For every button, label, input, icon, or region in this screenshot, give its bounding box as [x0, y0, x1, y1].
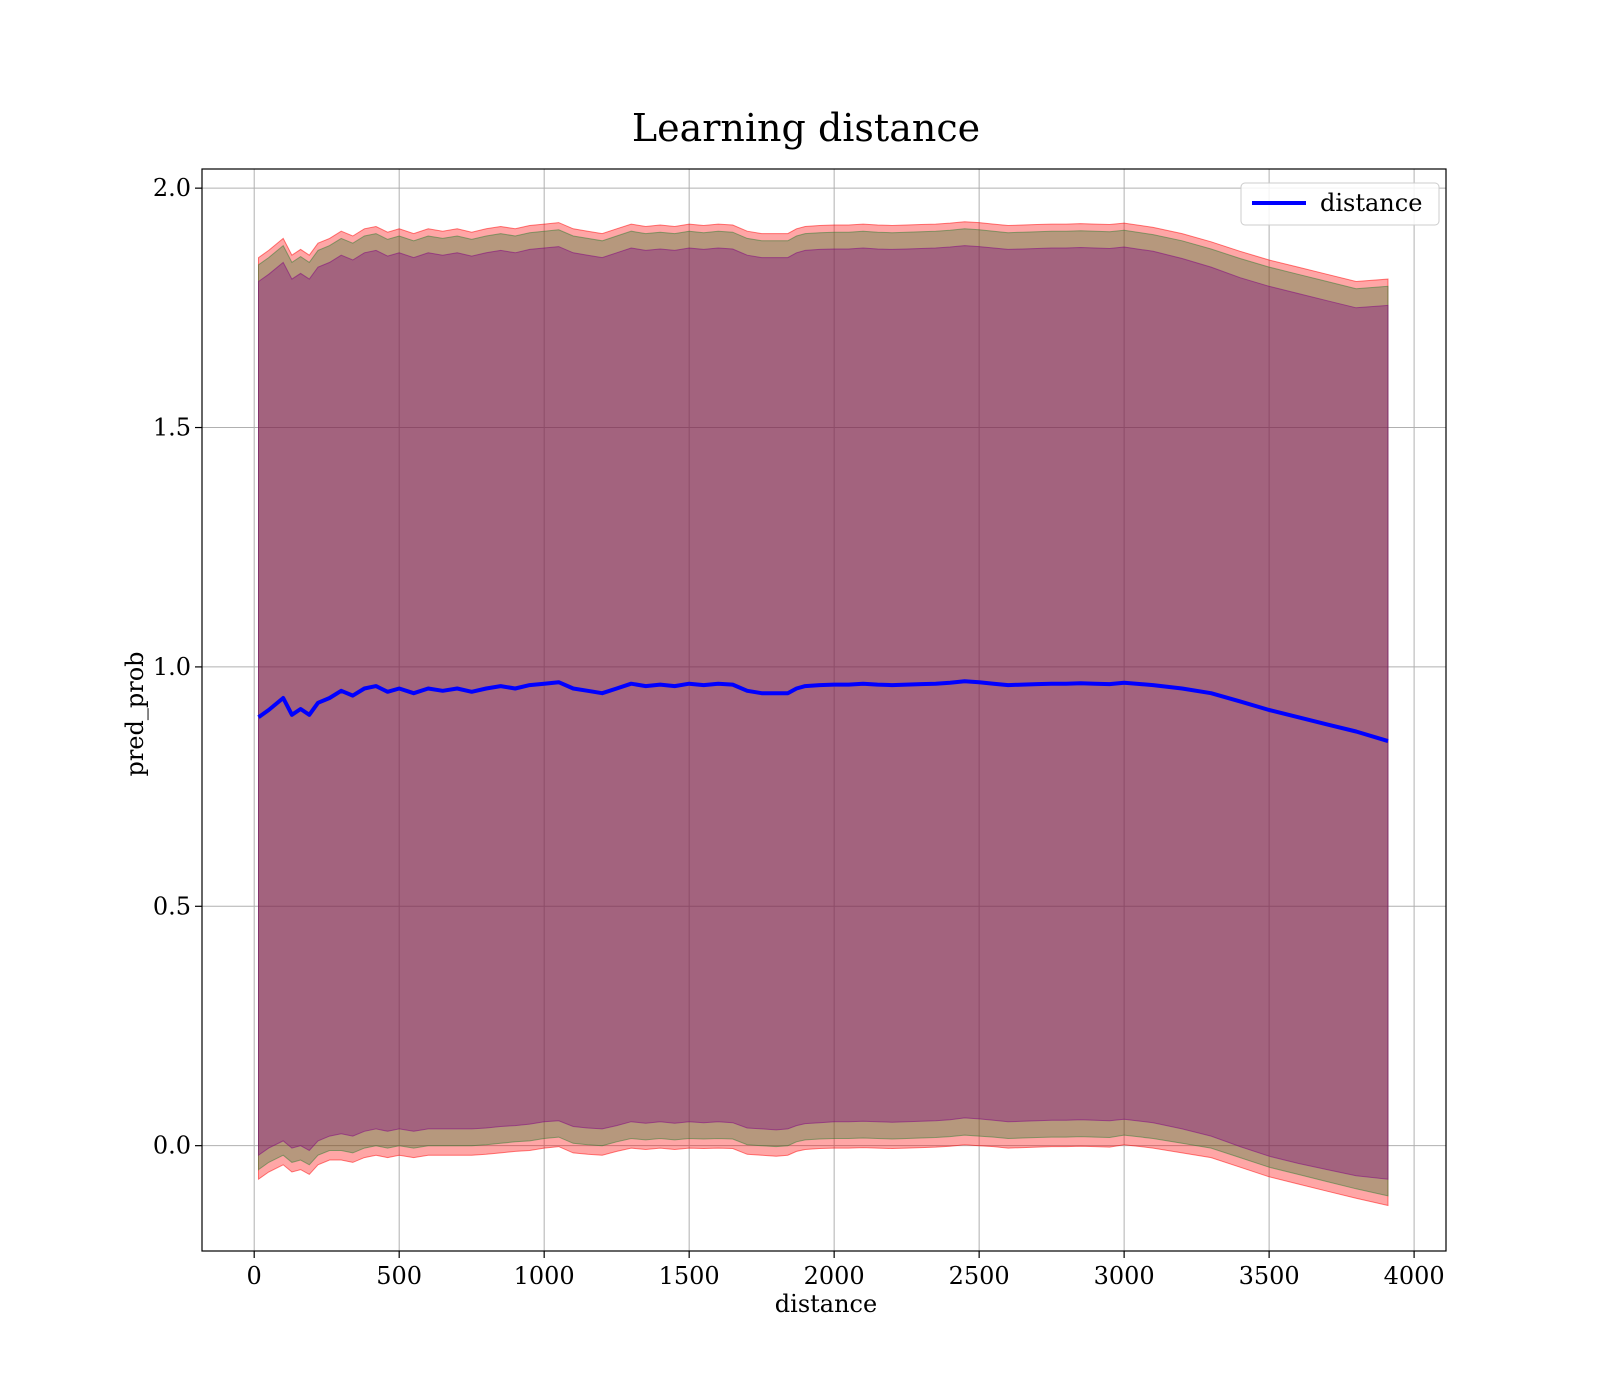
confidence-band-2 [258, 228, 1389, 1197]
x-tick-label: 1500 [659, 1262, 720, 1290]
y-axis-label: pred_prob [121, 651, 149, 776]
plot-frame [201, 168, 1447, 1252]
chart-title: Learning distance [632, 106, 980, 150]
y-tick-label: 0.5 [153, 892, 191, 920]
x-tick-label: 4000 [1384, 1262, 1445, 1290]
confidence-bands [258, 221, 1389, 1207]
x-tick-label: 0 [247, 1262, 262, 1290]
legend-label-distance: distance [1320, 189, 1422, 217]
y-tick-label: 1.5 [153, 414, 191, 442]
x-tick-label: 3000 [1094, 1262, 1155, 1290]
legend: distance [1240, 182, 1440, 226]
series-lines [257, 679, 1389, 744]
x-tick-label: 2000 [804, 1262, 865, 1290]
y-tick-label: 2.0 [153, 174, 191, 202]
x-tick-label: 3500 [1239, 1262, 1300, 1290]
x-axis-label: distance [775, 1290, 877, 1318]
y-tick-label: 0.0 [153, 1132, 191, 1160]
y-axis-ticks: 0.0 0.5 1.0 1.5 2.0 [153, 174, 202, 1160]
x-tick-label: 2500 [949, 1262, 1010, 1290]
series-line-distance [257, 679, 1389, 744]
x-axis-ticks: 0 500 1000 1500 2000 2500 3000 3500 4000 [247, 1251, 1445, 1290]
y-tick-label: 1.0 [153, 653, 191, 681]
x-tick-label: 500 [376, 1262, 422, 1290]
confidence-band-1 [258, 221, 1389, 1207]
legend-box [1240, 182, 1440, 226]
confidence-band-3 [258, 245, 1389, 1180]
x-tick-label: 1000 [514, 1262, 575, 1290]
